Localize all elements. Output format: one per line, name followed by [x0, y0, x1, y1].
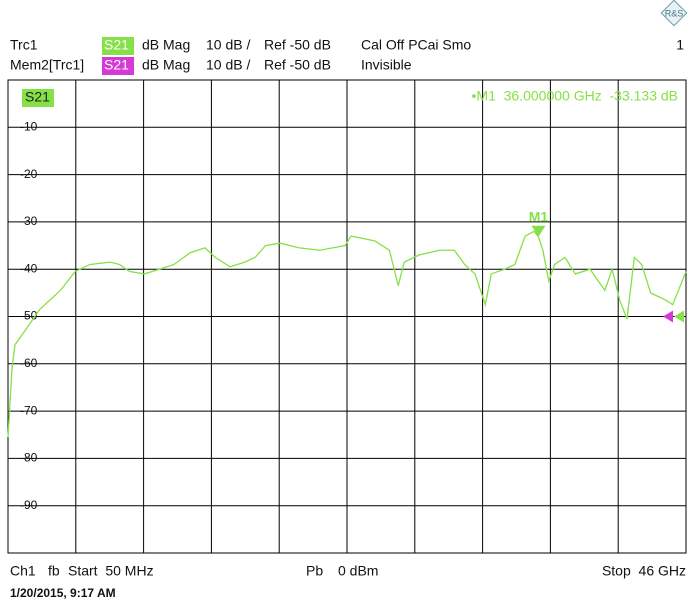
channel-number: 1	[676, 37, 684, 53]
header-item: Ref -50 dB	[264, 37, 331, 53]
ref-level-trace	[674, 310, 684, 323]
footer-item: 0 dBm	[338, 563, 378, 579]
trace-badge	[102, 37, 134, 55]
marker-label: M1	[529, 208, 549, 224]
marker	[531, 225, 546, 237]
svg-text:R&S: R&S	[665, 8, 684, 18]
footer-item: fb	[48, 563, 60, 579]
header-item: 10 dB /	[206, 37, 250, 53]
footer-item: Stop 46 GHz	[602, 563, 686, 579]
trace	[7, 230, 687, 438]
ref-level-memory	[663, 310, 673, 323]
y-tick-label: -80	[20, 451, 38, 465]
timestamp: 1/20/2015, 9:17 AM	[10, 586, 116, 600]
header-item: 10 dB /	[206, 57, 250, 73]
header-item: Cal Off PCai Smo	[361, 37, 471, 53]
trace-param: S21	[104, 37, 129, 53]
y-tick-label: -70	[20, 403, 38, 417]
header-item: dB Mag	[142, 57, 190, 73]
header-item: dB Mag	[142, 37, 190, 53]
y-tick-label: -60	[20, 356, 38, 370]
legend-label: S21	[25, 89, 50, 105]
y-tick-label: -20	[20, 167, 38, 181]
header-item: Mem2[Trc1]	[10, 57, 84, 73]
legend-badge	[22, 89, 54, 107]
marker-readout: •M1 36.000000 GHz -33.133 dB	[472, 88, 678, 104]
header-item: Invisible	[361, 57, 412, 73]
y-tick-label: -40	[20, 261, 38, 275]
logo: R&S	[660, 0, 688, 27]
y-tick-label: -10	[20, 119, 38, 133]
footer-item: Ch1	[10, 563, 36, 579]
trace-param: S21	[104, 57, 129, 73]
y-tick-label: -90	[20, 498, 38, 512]
y-tick-label: -30	[20, 214, 38, 228]
footer-item: Pb	[306, 563, 323, 579]
trace-badge	[102, 57, 134, 75]
header-item: Ref -50 dB	[264, 57, 331, 73]
header-item: Trc1	[10, 37, 38, 53]
footer-item: Start 50 MHz	[68, 563, 154, 579]
